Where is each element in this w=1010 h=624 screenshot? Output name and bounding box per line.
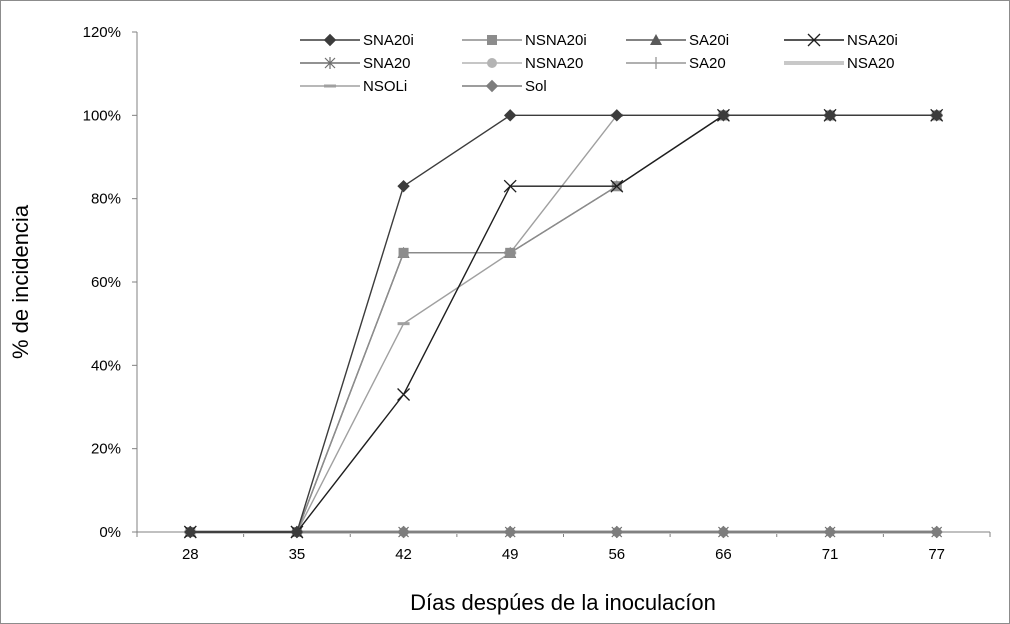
- y-tick-label: 100%: [83, 107, 121, 124]
- x-ticks: 28 35 42 49 56 66 71 77: [136, 532, 991, 563]
- data-point: [930, 109, 943, 122]
- y-axis-title: % de incidencia: [8, 204, 33, 359]
- legend-item: NSA20: [784, 55, 895, 72]
- series-line: [190, 114, 937, 533]
- x-tick-label: 77: [928, 546, 945, 563]
- legend-label: SNA20: [363, 55, 411, 72]
- legend-marker: [650, 34, 662, 45]
- data-point: [184, 525, 197, 539]
- y-tick-label: 60%: [91, 274, 121, 291]
- legend-marker: [324, 57, 336, 69]
- legend-item: Sol: [462, 78, 547, 95]
- series-line: [190, 114, 937, 533]
- legend-marker: [323, 33, 337, 47]
- series-NSOLi: [184, 113, 943, 534]
- legend-label: SNA20i: [363, 32, 414, 49]
- data-point: [503, 109, 517, 122]
- legend-marker: [487, 58, 497, 68]
- legend-marker: [807, 33, 821, 47]
- legend-item: SA20: [626, 55, 726, 72]
- legend-marker: [324, 84, 336, 88]
- data-point: [930, 525, 943, 539]
- legend-item: SNA20i: [300, 32, 414, 49]
- y-tick-label: 40%: [91, 357, 121, 374]
- x-axis-title: Días despúes de la inoculacíon: [410, 590, 716, 615]
- data-point: [505, 247, 516, 258]
- x-tick-label: 35: [289, 546, 306, 563]
- data-point: [610, 525, 624, 539]
- series-line: [190, 114, 937, 533]
- y-tick-label: 120%: [83, 24, 121, 41]
- data-point: [717, 525, 730, 539]
- series-line: [190, 114, 937, 533]
- data-point: [503, 179, 517, 193]
- y-tick-label: 0%: [99, 524, 121, 541]
- x-tick-label: 66: [715, 546, 732, 563]
- legend-label: SA20: [689, 55, 726, 72]
- series-SA20i: [184, 109, 943, 537]
- legend-label: NSA20: [847, 55, 895, 72]
- series-NSNA20i: [185, 110, 942, 537]
- y-tick-label: 20%: [91, 441, 121, 458]
- series-line: [190, 114, 937, 533]
- x-tick-label: 49: [502, 546, 519, 563]
- series-SNA20i: [184, 109, 943, 539]
- data-point: [397, 525, 410, 539]
- legend-label: NSA20i: [847, 32, 898, 49]
- data-point: [610, 179, 624, 193]
- legend-label: NSOLi: [363, 78, 407, 95]
- legend-item: NSOLi: [300, 78, 407, 95]
- legend-marker: [485, 79, 499, 93]
- data-point: [397, 322, 410, 326]
- axes: [136, 32, 990, 533]
- legend-label: SA20i: [689, 32, 729, 49]
- data-point: [290, 525, 304, 539]
- legend-item: NSNA20: [462, 55, 583, 72]
- legend-label: NSNA20: [525, 55, 583, 72]
- series-NSA20i: [183, 108, 944, 539]
- data-point: [398, 247, 409, 258]
- data-point: [610, 109, 624, 122]
- data-point: [823, 109, 837, 122]
- legend-item: NSA20i: [784, 32, 898, 49]
- legend-item: SA20i: [626, 32, 729, 49]
- y-ticks: 0% 20% 40% 60% 80% 100% 120%: [83, 24, 137, 541]
- y-tick-label: 80%: [91, 191, 121, 208]
- legend-item: SNA20: [300, 55, 411, 72]
- x-tick-label: 42: [395, 546, 412, 563]
- x-tick-label: 28: [182, 546, 199, 563]
- data-point: [717, 109, 730, 122]
- legend-marker: [487, 35, 497, 45]
- data-point: [397, 388, 411, 401]
- x-tick-label: 71: [822, 546, 839, 563]
- series-layer: [183, 108, 944, 539]
- data-point: [823, 525, 837, 539]
- x-tick-label: 56: [608, 546, 625, 563]
- legend-label: NSNA20i: [525, 32, 587, 49]
- legend-item: NSNA20i: [462, 32, 587, 49]
- data-point: [397, 179, 410, 193]
- legend: SNA20i NSNA20i SA20i NSA20i SNA20 NSNA20 SA20 N…: [300, 32, 898, 95]
- legend-label: Sol: [525, 78, 547, 95]
- data-point: [503, 525, 517, 539]
